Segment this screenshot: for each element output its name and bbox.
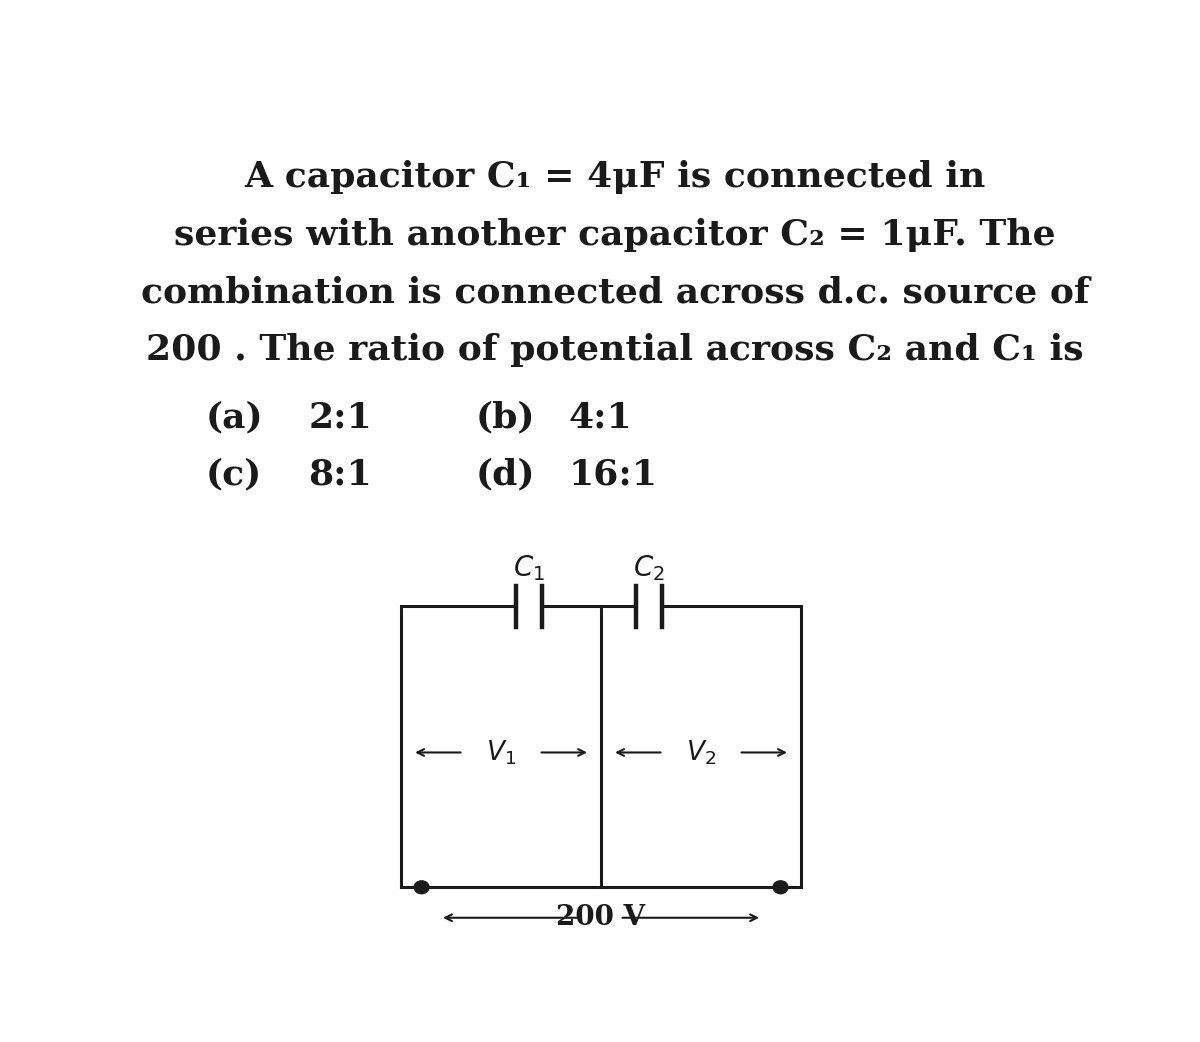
Text: 200 V: 200 V [557, 904, 646, 932]
Text: $C_2$: $C_2$ [634, 553, 665, 582]
Text: (a): (a) [206, 401, 264, 435]
Text: (c): (c) [206, 457, 262, 491]
Text: (b): (b) [475, 401, 535, 435]
Text: combination is connected across d.c. source of: combination is connected across d.c. sou… [140, 276, 1090, 309]
Text: $V_1$: $V_1$ [486, 738, 516, 767]
Circle shape [414, 880, 430, 894]
Text: 8:1: 8:1 [308, 457, 372, 491]
Text: A capacitor C₁ = 4μF is connected in: A capacitor C₁ = 4μF is connected in [245, 160, 985, 194]
Text: $C_1$: $C_1$ [514, 553, 545, 582]
Text: 4:1: 4:1 [569, 401, 632, 435]
Text: $V_2$: $V_2$ [686, 738, 716, 767]
Circle shape [773, 880, 788, 894]
Text: 2:1: 2:1 [308, 401, 372, 435]
Text: (d): (d) [475, 457, 535, 491]
Text: 200 . The ratio of potential across C₂ and C₁ is: 200 . The ratio of potential across C₂ a… [146, 333, 1084, 368]
Text: 16:1: 16:1 [569, 457, 658, 491]
Text: series with another capacitor C₂ = 1μF. The: series with another capacitor C₂ = 1μF. … [174, 218, 1056, 252]
